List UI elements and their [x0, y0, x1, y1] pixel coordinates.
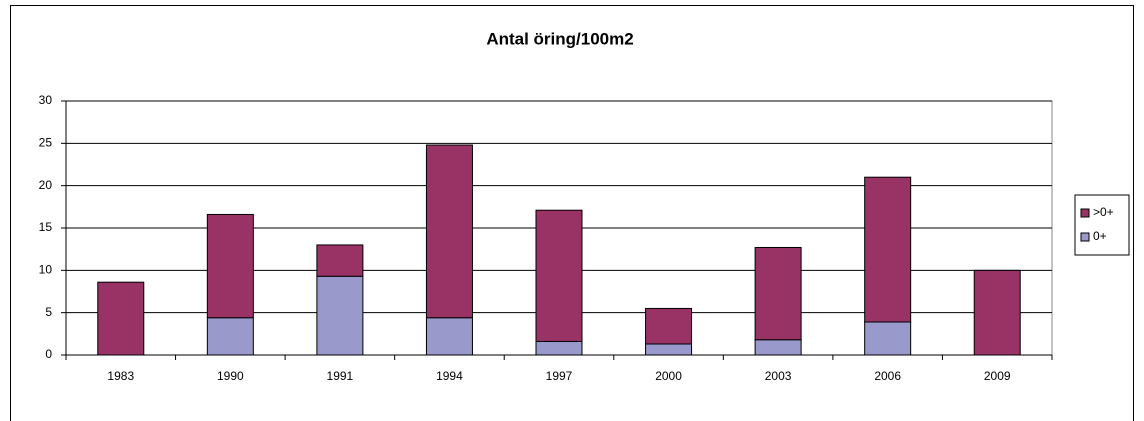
- legend-label: >0+: [1093, 205, 1114, 219]
- bar-segment: [864, 321, 912, 356]
- x-tick-label: 1990: [217, 369, 244, 383]
- bar-segment: [864, 176, 912, 323]
- chart-title: Antal öring/100m2: [486, 29, 633, 48]
- y-tick-label: 5: [45, 305, 52, 319]
- bar-segment: [425, 317, 473, 356]
- bar-segment: [316, 275, 364, 356]
- legend-box: [1074, 194, 1130, 256]
- bar-segment: [206, 317, 254, 356]
- bar-segment: [973, 269, 1021, 356]
- x-tick-label: 1983: [107, 369, 134, 383]
- bar-segment: [754, 339, 802, 356]
- legend-label: 0+: [1093, 229, 1107, 243]
- bar-segment: [97, 281, 145, 356]
- x-tick-label: 2009: [984, 369, 1011, 383]
- bar-segment: [645, 307, 693, 345]
- x-tick-label: 2006: [874, 369, 901, 383]
- y-tick-label: 15: [39, 220, 53, 234]
- legend-swatch: [1080, 208, 1090, 218]
- bar-segment: [206, 213, 254, 319]
- y-tick-label: 25: [39, 136, 53, 150]
- bar-segment: [535, 209, 583, 342]
- bar-segment: [535, 340, 583, 356]
- y-tick-label: 30: [39, 93, 53, 107]
- x-tick-label: 2003: [765, 369, 792, 383]
- bar-segment: [425, 144, 473, 319]
- x-tick-label: 1994: [436, 369, 463, 383]
- y-tick-label: 20: [39, 178, 53, 192]
- x-tick-label: 1997: [546, 369, 573, 383]
- bar-segment: [754, 246, 802, 341]
- x-tick-label: 1991: [327, 369, 354, 383]
- x-tick-label: 2000: [655, 369, 682, 383]
- y-tick-label: 0: [45, 347, 52, 361]
- bar-segment: [316, 244, 364, 277]
- bar-segment: [645, 343, 693, 356]
- y-tick-label: 10: [39, 263, 53, 277]
- legend-swatch: [1080, 232, 1090, 242]
